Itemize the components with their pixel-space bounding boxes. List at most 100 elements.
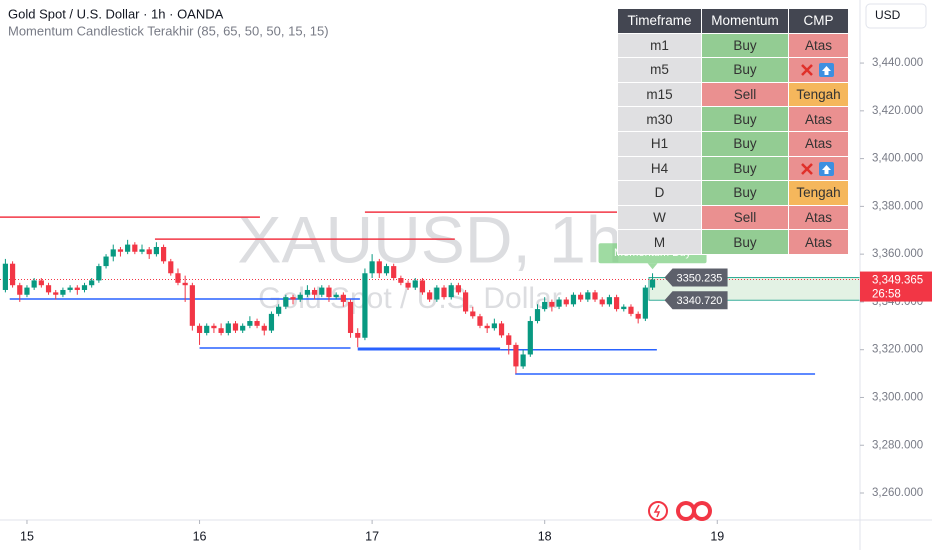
y-tick-label: 3,300.000 [872, 391, 923, 403]
cmp-cell: Atas [788, 204, 849, 231]
x-tick-label: 19 [710, 529, 724, 543]
last-price-tag [860, 271, 932, 302]
candle-body [355, 332, 361, 338]
cmp-cell [788, 57, 849, 83]
timeframe-cell: M [617, 229, 702, 255]
candle-body [498, 323, 505, 336]
candle-body [168, 261, 174, 274]
candle-body [470, 311, 476, 317]
momentum-cell: Buy [701, 155, 789, 182]
candle-body [146, 249, 152, 255]
table-row: H1 Buy Atas [617, 130, 849, 157]
momentum-table: Timeframe Momentum CMP m1 Buy Atas m5 Buy m15 Sel… [617, 8, 849, 255]
candle-body [110, 249, 116, 257]
bottom-icons [648, 501, 712, 521]
countdown: 26:58 [872, 289, 901, 301]
candle-body [175, 273, 181, 283]
cmp-cell: Tengah [788, 81, 849, 108]
candle-body [520, 354, 526, 367]
timeframe-cell: H4 [617, 155, 702, 182]
candle-body [599, 299, 605, 305]
candle-body [412, 280, 418, 288]
x-tick-label: 18 [538, 529, 552, 543]
table-row: m30 Buy Atas [617, 106, 849, 132]
candle-body [419, 280, 426, 293]
flag-icon [696, 505, 708, 517]
candle-body [448, 285, 454, 298]
icon[interactable] [648, 501, 668, 521]
cmp-cell: Atas [788, 106, 849, 132]
candle-body [347, 301, 354, 333]
candle-body [398, 278, 404, 283]
cmp-cell: Atas [788, 229, 849, 255]
currency-label[interactable]: USD [875, 8, 901, 22]
momentum-cell: Buy [701, 32, 789, 59]
candle-body [74, 287, 80, 290]
candle-body [160, 246, 167, 262]
candle-body [649, 279, 656, 288]
candle-body [369, 261, 375, 274]
y-tick-label: 3,320.000 [872, 344, 923, 356]
y-tick-label: 3,260.000 [872, 487, 923, 499]
candle-body [376, 261, 382, 274]
candle-body [139, 249, 145, 252]
candle-body [462, 292, 469, 312]
candle-body [578, 294, 584, 300]
candle-body [67, 287, 73, 290]
candle-body [527, 321, 533, 355]
currency-button[interactable] [865, 3, 927, 29]
candle-body [556, 299, 562, 307]
candle-body [290, 297, 296, 300]
table-row: m5 Buy [617, 57, 849, 83]
candle-body [628, 306, 634, 314]
cross-icon [800, 64, 813, 77]
candle-body [182, 282, 188, 286]
symbol-title: Gold Spot / U.S. Dollar · 1h · OANDA [8, 6, 224, 21]
candle-body [642, 287, 648, 319]
timeframe-cell: m1 [617, 32, 702, 59]
candle-body [311, 289, 318, 295]
candle-body [2, 263, 8, 290]
table-row: M Buy Atas [617, 229, 849, 255]
candle-body [81, 285, 88, 290]
x-tick-label: 16 [193, 529, 207, 543]
candle-body [513, 344, 519, 367]
candle-body [125, 244, 131, 252]
table-row: H4 Buy [617, 155, 849, 182]
momentum-cell: Sell [701, 81, 789, 108]
cmp-cell: Atas [788, 32, 849, 59]
candle-body [570, 294, 577, 305]
y-tick-label: 3,360.000 [872, 248, 923, 260]
table-row: D Buy Tengah [617, 180, 849, 206]
y-tick-label: 3,380.000 [872, 200, 923, 212]
table-row: W Sell Atas [617, 204, 849, 231]
candle-body [585, 292, 591, 300]
momentum-cell: Buy [701, 229, 789, 255]
candle-body [283, 297, 289, 307]
table-row: m1 Buy Atas [617, 32, 849, 59]
price-tag [664, 291, 728, 310]
momentum-cell: Buy [701, 106, 789, 132]
table-header: Timeframe [617, 8, 702, 34]
momentum-cell: Buy [701, 130, 789, 157]
candle-body [96, 266, 102, 281]
cmp-cell: Tengah [788, 180, 849, 206]
candle-body [542, 301, 548, 310]
candle-body [534, 309, 541, 322]
timeframe-cell: D [617, 180, 702, 206]
candle-body [38, 280, 44, 286]
candle-body [491, 323, 497, 329]
icon [653, 504, 661, 518]
candle-body [189, 285, 195, 326]
candle-body [103, 256, 109, 267]
timeframe-cell: H1 [617, 130, 702, 157]
cmp-cell [788, 155, 849, 182]
candle-body [391, 266, 397, 279]
candle-body [606, 297, 613, 305]
candle-body [326, 287, 332, 298]
candle-body [9, 263, 16, 286]
table-header-row: Timeframe Momentum CMP [617, 8, 849, 34]
candle-body [621, 306, 627, 310]
candle-body [441, 287, 447, 298]
